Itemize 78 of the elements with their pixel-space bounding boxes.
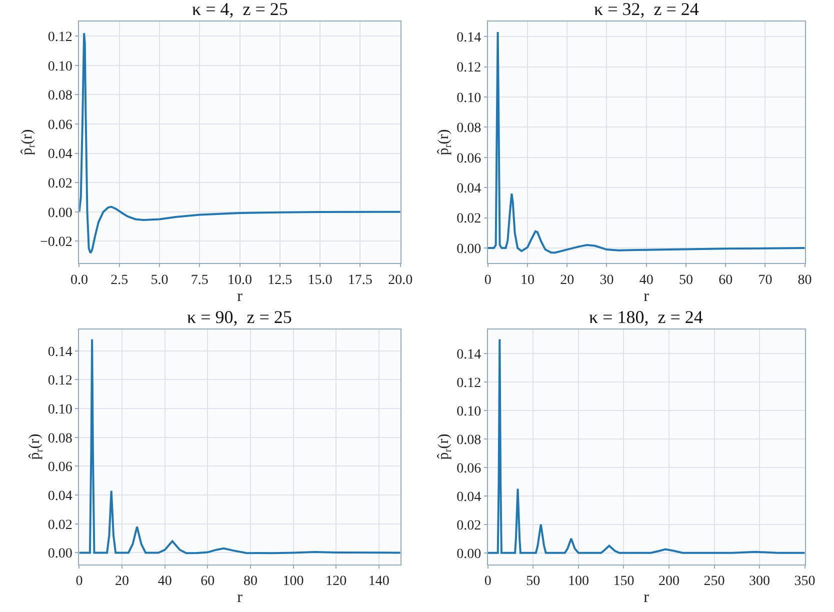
y-tick-label: 0.10 [456, 404, 482, 420]
y-tick-label: 0.06 [456, 461, 482, 476]
x-tick-label: 120 [326, 574, 347, 590]
chart-title: κ = 90, z = 25 [187, 307, 292, 327]
y-tick-label: 0.14 [48, 344, 72, 360]
line-series [488, 338, 805, 554]
y-tick-label: 0.10 [48, 402, 72, 418]
line-series [79, 338, 400, 554]
x-tick-label: 12.5 [268, 272, 292, 288]
line-series [488, 31, 805, 254]
y-tick-label: 0.00 [456, 242, 482, 257]
x-tick-label: 30 [600, 272, 614, 288]
x-tick-label: 70 [758, 272, 772, 288]
x-tick-label: 17.5 [348, 272, 372, 288]
y-tick-label: 0.14 [456, 347, 482, 362]
y-tick-label: 0.04 [456, 182, 482, 197]
chart-title: κ = 32, z = 24 [594, 0, 699, 19]
y-tick-label: 0.02 [456, 518, 482, 534]
x-tick-label: 80 [798, 272, 812, 288]
x-axis-title: r [644, 288, 650, 305]
y-tick-label: 0.06 [456, 151, 482, 166]
x-tick-label: 20 [560, 272, 574, 288]
x-tick-label: 7.5 [190, 272, 208, 288]
x-tick-label: 0 [484, 272, 492, 288]
y-tick-label: 0.12 [48, 30, 72, 45]
y-tick-label: 0.02 [48, 176, 72, 192]
y-tick-label: 0.04 [48, 488, 72, 504]
x-tick-label: 15.0 [308, 272, 332, 288]
y-tick-label: 0.08 [48, 88, 72, 104]
chart-title: κ = 180, z = 24 [589, 307, 703, 327]
y-tick-label: 0.06 [48, 460, 72, 476]
x-tick-label: 5.0 [150, 272, 168, 288]
x-tick-label: 150 [613, 574, 634, 590]
y-tick-label: 0.10 [456, 90, 482, 106]
chart-title: κ = 4, z = 25 [192, 0, 288, 19]
y-tick-label: −0.02 [40, 235, 72, 250]
y-tick-label: 0.02 [48, 518, 72, 533]
y-tick-label: 0.00 [48, 206, 72, 221]
y-tick-label: 0.06 [48, 118, 72, 133]
y-tick-label: 0.00 [456, 546, 482, 562]
y-tick-label: 0.14 [456, 30, 482, 46]
x-tick-label: 0 [484, 574, 492, 590]
x-axis-title: r [237, 588, 244, 606]
x-tick-label: 50 [678, 272, 693, 288]
x-tick-label: 100 [568, 574, 589, 590]
x-tick-label: 10.0 [228, 272, 252, 288]
y-tick-label: 0.08 [456, 121, 482, 136]
y-tick-label: 0.08 [48, 431, 72, 446]
x-tick-label: 40 [158, 574, 172, 590]
x-tick-label: 140 [368, 574, 390, 590]
y-tick-label: 0.04 [456, 490, 482, 505]
x-tick-label: 2.5 [110, 272, 128, 288]
x-axis-title: r [237, 288, 244, 305]
x-tick-label: 50 [526, 574, 540, 590]
x-tick-label: 100 [282, 574, 304, 590]
y-tick-label: 0.12 [456, 60, 482, 76]
x-tick-label: 300 [749, 574, 770, 590]
x-tick-label: 350 [794, 574, 816, 590]
x-tick-label: 80 [243, 574, 258, 590]
x-tick-label: 60 [200, 574, 215, 590]
line-series [79, 32, 400, 254]
y-tick-label: 0.04 [48, 147, 72, 162]
y-tick-label: 0.08 [456, 432, 482, 448]
y-tick-label: 0.12 [48, 374, 72, 389]
x-tick-label: 0 [76, 574, 83, 590]
x-tick-label: 20.0 [388, 272, 413, 288]
y-tick-label: 0.00 [48, 546, 72, 562]
y-tick-label: 0.10 [48, 59, 72, 74]
x-tick-label: 250 [704, 574, 725, 590]
x-tick-label: 200 [658, 574, 680, 590]
x-tick-label: 60 [718, 272, 733, 288]
x-tick-label: 20 [115, 574, 130, 590]
y-tick-label: 0.12 [456, 376, 482, 391]
x-tick-label: 0.0 [70, 272, 88, 288]
x-axis-title: r [644, 588, 650, 606]
x-tick-label: 40 [639, 272, 654, 288]
y-tick-label: 0.02 [456, 212, 482, 227]
x-tick-label: 10 [520, 272, 535, 288]
